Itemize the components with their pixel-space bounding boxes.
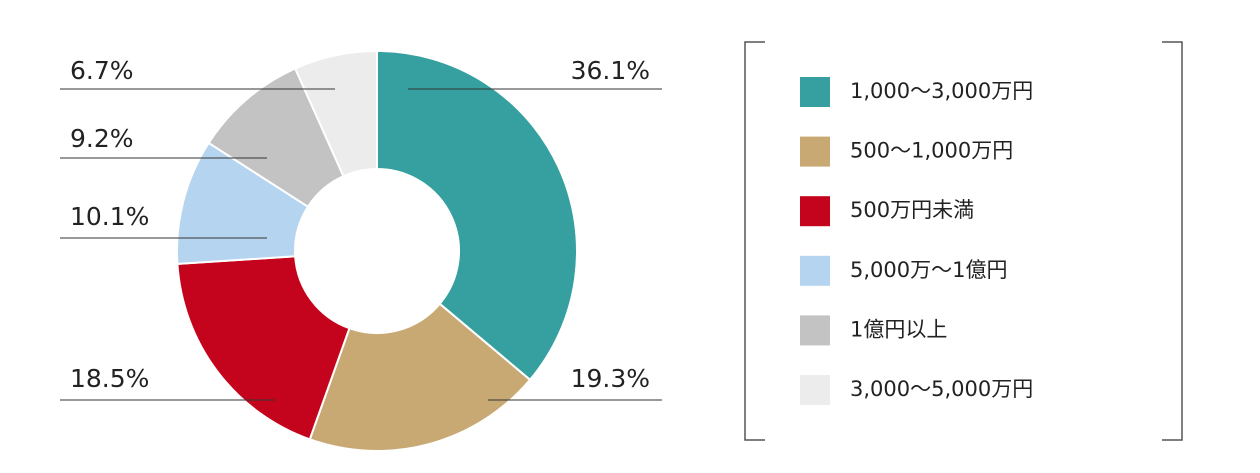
slice [293, 49, 378, 178]
legend-label: 1億円以上 [850, 317, 947, 341]
data-label: 36.1% [571, 56, 650, 85]
legend-swatch [800, 255, 830, 286]
legend-label: 3,000〜5,000万円 [850, 377, 1033, 401]
legend-swatch [800, 315, 830, 346]
legend-label: 1,000〜3,000万円 [850, 79, 1033, 103]
pie [176, 49, 578, 452]
legend-swatch [800, 136, 830, 167]
legend-swatch [800, 77, 830, 107]
legend-frame [744, 41, 1183, 441]
legend-label: 500万円未満 [850, 198, 974, 222]
slice [308, 302, 532, 452]
slice [376, 49, 578, 382]
data-label: 19.3% [571, 364, 650, 393]
slice [176, 255, 351, 441]
data-label: 6.7% [70, 56, 134, 85]
data-label: 9.2% [70, 124, 134, 153]
legend-swatch [800, 196, 830, 227]
data-label: 18.5% [70, 364, 149, 393]
data-label: 10.1% [70, 202, 149, 231]
legend-label: 5,000万〜1億円 [850, 258, 1007, 282]
legend-swatch [800, 375, 830, 405]
legend-label: 500〜1,000万円 [850, 139, 1013, 163]
